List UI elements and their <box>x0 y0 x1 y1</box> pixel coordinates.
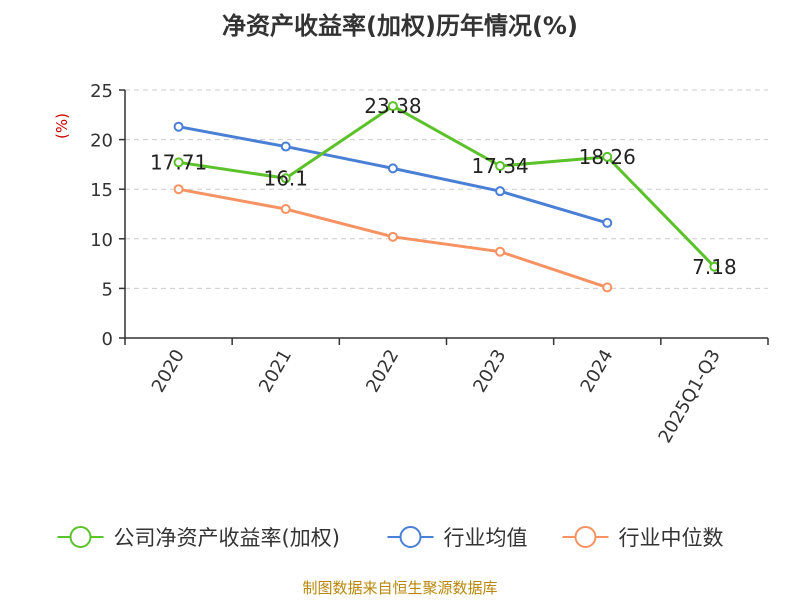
y-tick-label: 0 <box>102 329 113 350</box>
data-label: 7.18 <box>692 255 737 279</box>
legend-label: 公司净资产收益率(加权) <box>114 526 340 550</box>
legend-item: 公司净资产收益率(加权) <box>57 526 340 550</box>
data-point <box>602 282 613 293</box>
y-tick-label: 10 <box>90 230 113 251</box>
y-tick-label: 20 <box>90 131 113 152</box>
x-tick-label: 2020 <box>148 346 189 396</box>
data-point <box>280 204 291 215</box>
data-point <box>280 141 291 152</box>
data-point <box>495 246 506 257</box>
series-line <box>178 125 608 225</box>
axes: 0 5 10 15 20 25 2020 2021 2022 2023 2024 2025Q1-Q3 <box>90 81 769 447</box>
series-line <box>178 104 716 268</box>
data-label: 16.1 <box>263 166 308 190</box>
data-label: 17.34 <box>471 154 528 178</box>
data-label: 23.38 <box>364 94 421 118</box>
data-point <box>173 184 184 195</box>
y-tick-label: 25 <box>90 81 113 102</box>
data-point <box>387 231 398 242</box>
data-label: 17.71 <box>150 150 207 174</box>
data-point <box>602 151 613 162</box>
data-point <box>280 173 291 184</box>
source-note: 制图数据来自恒生聚源数据库 <box>302 579 497 597</box>
x-tick-label: 2022 <box>362 346 403 396</box>
data-point <box>387 101 398 112</box>
series-lines <box>173 101 720 293</box>
y-axis-label: (%) <box>53 113 71 139</box>
data-labels: 17.71 16.1 23.38 17.34 18.26 7.18 <box>150 94 737 279</box>
chart-title: 净资产收益率(加权)历年情况(%) <box>222 12 578 40</box>
legend-marker <box>399 526 422 548</box>
x-tick-label: 2024 <box>576 346 617 396</box>
legend-item: 行业均值 <box>387 526 528 550</box>
legend-label: 行业均值 <box>444 526 528 550</box>
data-point <box>173 121 184 132</box>
grid-lines <box>125 89 768 289</box>
data-point <box>602 217 613 228</box>
y-tick-label: 5 <box>102 279 113 300</box>
data-point <box>173 157 184 168</box>
x-tick-label: 2021 <box>255 346 296 396</box>
legend: 公司净资产收益率(加权) 行业均值 行业中位数 <box>57 526 724 550</box>
data-label: 18.26 <box>579 145 636 169</box>
legend-item: 行业中位数 <box>562 526 724 550</box>
x-tick-label: 2023 <box>469 346 510 396</box>
y-tick-label: 15 <box>90 180 113 201</box>
data-point <box>387 163 398 174</box>
data-point <box>495 160 506 171</box>
x-tick-label: 2025Q1-Q3 <box>654 346 724 447</box>
legend-marker <box>574 526 597 548</box>
data-point <box>709 261 720 272</box>
legend-label: 行业中位数 <box>619 526 724 550</box>
data-point <box>495 186 506 197</box>
legend-marker <box>69 526 92 548</box>
